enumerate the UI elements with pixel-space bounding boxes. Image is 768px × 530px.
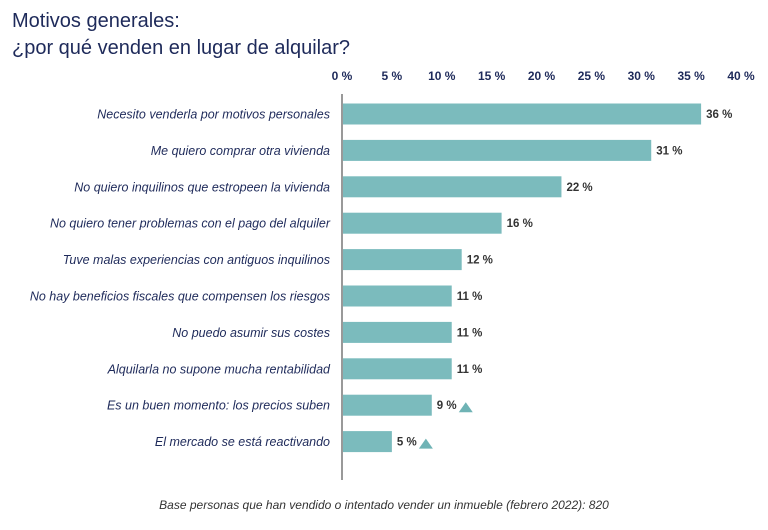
chart-title: Motivos generales: ¿por qué venden en lu… bbox=[12, 8, 350, 62]
bar bbox=[342, 431, 392, 453]
bar bbox=[342, 249, 462, 271]
category-label: No quiero tener problemas con el pago de… bbox=[50, 217, 331, 231]
value-label: 22 % bbox=[566, 182, 592, 194]
bar bbox=[342, 285, 452, 307]
value-label: 11 % bbox=[457, 327, 483, 339]
value-label: 11 % bbox=[457, 291, 483, 303]
bar bbox=[342, 321, 452, 343]
value-label: 12 % bbox=[467, 255, 493, 267]
category-label: Me quiero comprar otra vivienda bbox=[151, 144, 330, 158]
x-tick-label: 20 % bbox=[528, 69, 556, 83]
x-tick-label: 30 % bbox=[628, 69, 656, 83]
bar bbox=[342, 176, 562, 198]
category-label: Es un buen momento: los precios suben bbox=[107, 399, 330, 413]
x-tick-label: 10 % bbox=[428, 69, 456, 83]
bar bbox=[342, 358, 452, 380]
bar bbox=[342, 212, 502, 234]
category-label: El mercado se está reactivando bbox=[155, 435, 330, 449]
value-label: 31 % bbox=[656, 145, 682, 157]
trend-up-icon bbox=[418, 438, 433, 449]
x-tick-label: 25 % bbox=[578, 69, 606, 83]
bar bbox=[342, 103, 702, 125]
x-tick-label: 15 % bbox=[478, 69, 506, 83]
x-tick-label: 40 % bbox=[727, 69, 755, 83]
value-label: 16 % bbox=[507, 218, 533, 230]
category-label: Alquilarla no supone mucha rentabilidad bbox=[107, 362, 331, 376]
bar bbox=[342, 139, 652, 161]
x-tick-label: 0 % bbox=[332, 69, 353, 83]
chart-title-line-2: ¿por qué venden en lugar de alquilar? bbox=[12, 37, 351, 59]
category-label: No hay beneficios fiscales que compensen… bbox=[30, 290, 330, 304]
value-label: 36 % bbox=[706, 109, 732, 121]
trend-up-icon bbox=[458, 402, 473, 413]
category-label: No puedo asumir sus costes bbox=[172, 326, 330, 340]
value-label: 11 % bbox=[457, 364, 483, 376]
category-label: No quiero inquilinos que estropeen la vi… bbox=[74, 180, 330, 194]
category-labels: Necesito venderla por motivos personales… bbox=[30, 108, 331, 450]
chart-title-line-1: Motivos generales: bbox=[12, 10, 180, 32]
x-tick-label: 5 % bbox=[382, 69, 403, 83]
bars: 36 % 31 % 22 % 16 % 12 % 11 % 11 % 11 % 9 % 5 % bbox=[342, 103, 732, 453]
x-tick-label: 35 % bbox=[677, 69, 705, 83]
x-axis-ticks: 0 % 5 % 10 % 15 % 20 % 25 % 30 % 35 % 40 % bbox=[332, 69, 755, 83]
category-label: Tuve malas experiencias con antiguos inq… bbox=[63, 253, 330, 267]
bar bbox=[342, 394, 432, 416]
value-label: 5 % bbox=[397, 437, 417, 449]
value-label: 9 % bbox=[437, 400, 457, 412]
footnote: Base personas que han vendido o intentad… bbox=[159, 498, 609, 512]
category-label: Necesito venderla por motivos personales bbox=[97, 108, 330, 122]
